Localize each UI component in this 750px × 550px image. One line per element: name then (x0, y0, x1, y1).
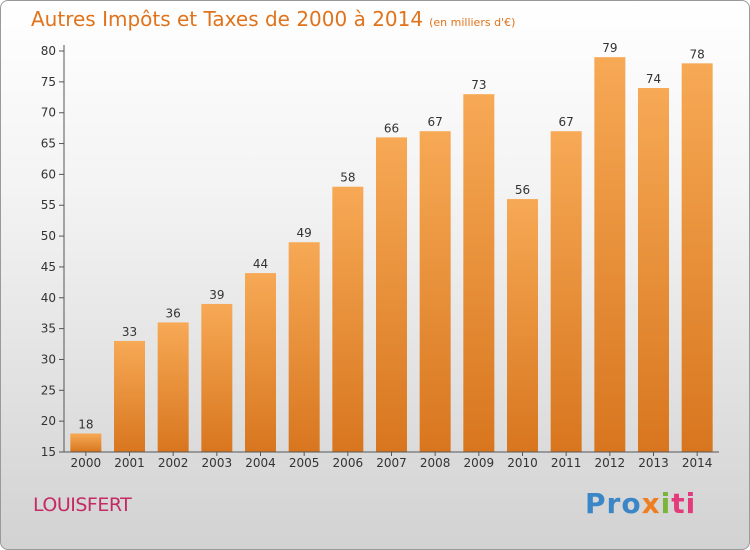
brand-part: ti (671, 487, 697, 520)
bar (201, 303, 233, 452)
bar-value-label: 49 (297, 226, 312, 240)
bar (70, 433, 102, 452)
chart-title: Autres Impôts et Taxes de 2000 à 2014 (en… (31, 7, 515, 31)
bar-value-label: 73 (471, 78, 486, 92)
y-tick-label: 75 (41, 75, 56, 89)
x-tick-label: 2008 (420, 456, 451, 470)
bar (419, 131, 451, 452)
bars: 18 33 36 39 44 49 58 66 67 73 56 67 79 74 78 (70, 41, 713, 453)
bar-value-label: 74 (646, 72, 661, 86)
x-tick-label: 2010 (507, 456, 538, 470)
bar (550, 131, 582, 452)
x-tick-label: 2001 (114, 456, 145, 470)
y-tick-label: 30 (41, 352, 56, 366)
bar (463, 94, 495, 452)
x-tick-label: 2013 (638, 456, 669, 470)
y-tick-label: 45 (41, 260, 56, 274)
x-axis: 2000 2001 2002 2003 2004 2005 2006 2007 2008 2009… (64, 451, 719, 470)
bar (376, 137, 407, 452)
y-tick-label: 15 (41, 445, 56, 459)
title-text: Autres Impôts et Taxes de 2000 à 2014 (31, 7, 424, 31)
y-tick-label: 70 (41, 106, 56, 120)
brand-part: Pro (585, 487, 642, 520)
y-tick-label: 20 (41, 414, 56, 428)
bar-value-label: 67 (428, 115, 443, 129)
bar-value-label: 58 (340, 171, 355, 185)
bar (157, 322, 189, 452)
bar-value-label: 67 (559, 115, 574, 129)
bar-value-label: 66 (384, 121, 399, 135)
x-tick-label: 2006 (333, 456, 364, 470)
y-tick-label: 80 (41, 44, 56, 58)
bar (114, 340, 145, 452)
y-tick-label: 35 (41, 322, 56, 336)
bar (332, 186, 364, 452)
brand-part: x (641, 487, 661, 520)
x-tick-label: 2005 (289, 456, 320, 470)
x-tick-label: 2012 (595, 456, 626, 470)
x-tick-label: 2000 (71, 456, 102, 470)
x-tick-label: 2009 (464, 456, 495, 470)
brand-part: i (660, 487, 672, 520)
x-tick-label: 2011 (551, 456, 582, 470)
title-unit: (en milliers d'€) (429, 16, 516, 29)
bar-value-label: 18 (78, 417, 93, 431)
y-tick-label: 65 (41, 137, 56, 151)
bar-value-label: 44 (253, 257, 268, 271)
bar (245, 273, 276, 452)
bar-value-label: 33 (122, 325, 137, 339)
bar-value-label: 56 (515, 183, 530, 197)
bar (638, 88, 669, 452)
bar-value-label: 78 (690, 47, 705, 61)
y-tick-label: 25 (41, 383, 56, 397)
bar (507, 199, 538, 452)
y-tick-label: 55 (41, 198, 56, 212)
x-tick-label: 2003 (202, 456, 233, 470)
x-tick-label: 2014 (682, 456, 713, 470)
x-tick-label: 2004 (245, 456, 276, 470)
bar (288, 242, 320, 452)
y-axis: 15 20 25 30 35 40 45 50 55 60 65 70 75 80 (41, 44, 65, 459)
bar (681, 63, 713, 452)
bar-value-label: 36 (166, 306, 181, 320)
bar-value-label: 79 (602, 41, 617, 55)
bar (594, 57, 626, 453)
x-tick-label: 2007 (376, 456, 407, 470)
bar-value-label: 39 (209, 288, 224, 302)
x-tick-label: 2002 (158, 456, 189, 470)
y-tick-label: 60 (41, 167, 56, 181)
y-tick-label: 50 (41, 229, 56, 243)
y-tick-label: 40 (41, 291, 56, 305)
place-name: LOUISFERT (33, 494, 132, 516)
brand-logo: Proxiti (585, 487, 696, 520)
